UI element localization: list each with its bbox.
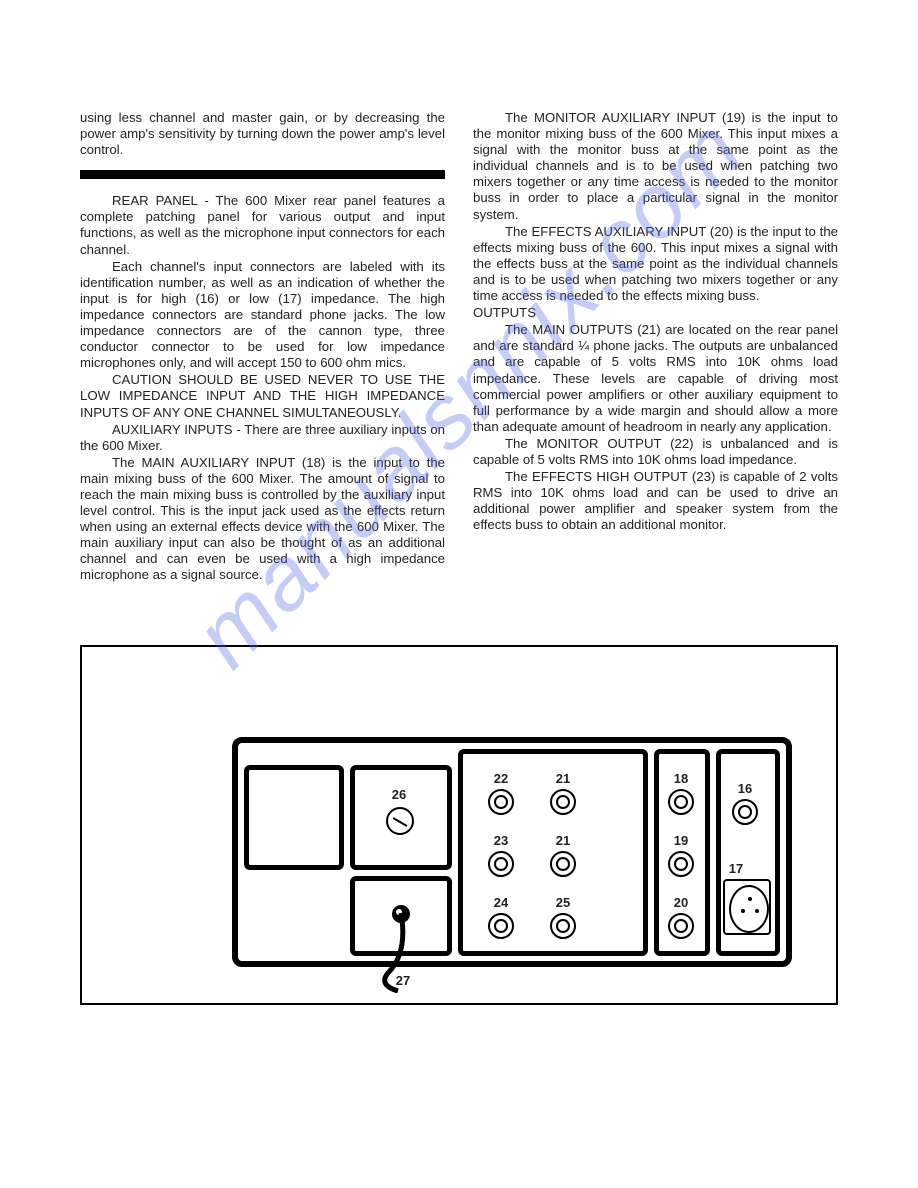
label-17: 17	[721, 861, 751, 876]
jack-25	[550, 913, 576, 939]
jack-24	[488, 913, 514, 939]
rear-panel-diagram: 26 27 22 21 23 21 24 25	[80, 645, 838, 1005]
divider-rule	[80, 170, 445, 179]
jack-21b	[550, 851, 576, 877]
rear-panel-p2: Each channel's input connectors are labe…	[80, 259, 445, 372]
left-column: using less channel and master gain, or b…	[80, 110, 445, 585]
rear-panel-p1: REAR PANEL - The 600 Mixer rear panel fe…	[80, 193, 445, 257]
jack-19	[668, 851, 694, 877]
xlr-inner	[729, 885, 769, 933]
label-23: 23	[486, 833, 516, 848]
main-outputs-p: The MAIN OUTPUTS (21) are located on the…	[473, 322, 838, 435]
jack-22	[488, 789, 514, 815]
effects-aux-p: The EFFECTS AUXILIARY INPUT (20) is the …	[473, 224, 838, 304]
monitor-output-p: The MONITOR OUTPUT (22) is unbalanced an…	[473, 436, 838, 468]
effects-high-p: The EFFECTS HIGH OUTPUT (23) is capable …	[473, 469, 838, 533]
fuse-icon	[386, 807, 414, 835]
label-16: 16	[730, 781, 760, 796]
label-21b: 21	[548, 833, 578, 848]
label-26: 26	[384, 787, 414, 802]
outputs-heading: OUTPUTS	[473, 305, 838, 321]
jack-18	[668, 789, 694, 815]
monitor-aux-p: The MONITOR AUXILIARY INPUT (19) is the …	[473, 110, 838, 223]
jack-23	[488, 851, 514, 877]
panel-outline: 26 27 22 21 23 21 24 25	[232, 737, 792, 967]
label-24: 24	[486, 895, 516, 910]
label-18: 18	[666, 771, 696, 786]
box-left-blank	[244, 765, 344, 870]
right-column: The MONITOR AUXILIARY INPUT (19) is the …	[473, 110, 838, 585]
label-22: 22	[486, 771, 516, 786]
label-25: 25	[548, 895, 578, 910]
manual-page: manualsnnix.com using less channel and m…	[0, 0, 918, 1188]
jack-20	[668, 913, 694, 939]
jack-16	[732, 799, 758, 825]
label-20: 20	[666, 895, 696, 910]
intro-continued: using less channel and master gain, or b…	[80, 110, 445, 158]
aux-inputs-p: AUXILIARY INPUTS - There are three auxil…	[80, 422, 445, 454]
text-columns: using less channel and master gain, or b…	[80, 110, 838, 585]
main-aux-p: The MAIN AUXILIARY INPUT (18) is the inp…	[80, 455, 445, 584]
caution-p: CAUTION SHOULD BE USED NEVER TO USE THE …	[80, 372, 445, 420]
label-21a: 21	[548, 771, 578, 786]
jack-21a	[550, 789, 576, 815]
label-27: 27	[388, 973, 418, 988]
xlr-17	[723, 879, 771, 935]
label-19: 19	[666, 833, 696, 848]
